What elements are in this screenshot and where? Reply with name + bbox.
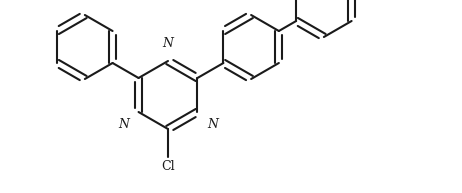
- Text: Cl: Cl: [161, 161, 175, 174]
- Text: N: N: [207, 118, 218, 130]
- Text: N: N: [118, 118, 129, 130]
- Text: N: N: [163, 37, 174, 50]
